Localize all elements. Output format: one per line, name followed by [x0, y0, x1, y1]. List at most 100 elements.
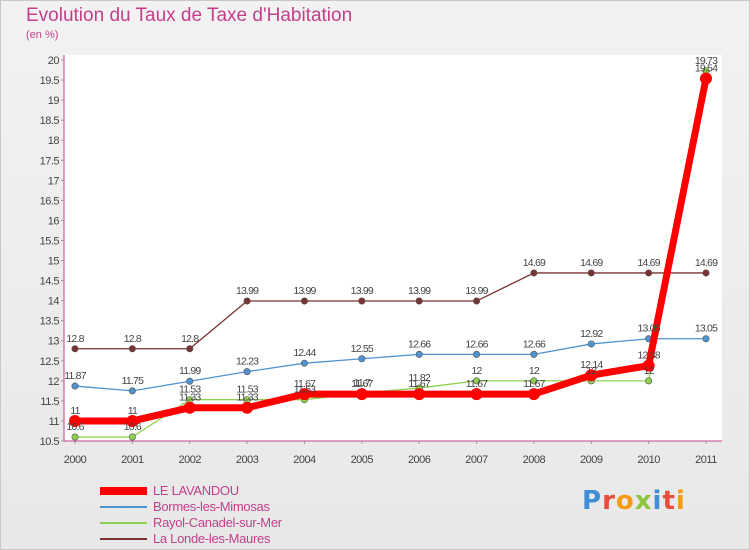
data-point [71, 345, 79, 353]
y-tick-label: 17.5 [40, 155, 60, 167]
brand-letter: r [602, 486, 616, 516]
data-label: 11.53 [179, 384, 201, 396]
y-tick-label: 19 [48, 95, 60, 107]
brand-logo: Proxiti [582, 486, 686, 516]
data-point [415, 350, 423, 358]
data-label: 14.69 [580, 257, 603, 269]
x-tick-label: 2007 [465, 454, 488, 466]
x-tick-label: 2000 [64, 454, 87, 466]
legend-swatch-le-lavandou [100, 487, 147, 495]
y-tick-label: 11.5 [40, 396, 59, 408]
y-tick-label: 18 [48, 135, 60, 147]
data-label: 11.33 [236, 392, 258, 404]
data-label: 11.87 [64, 370, 86, 382]
data-label: 12.38 [637, 350, 660, 362]
legend-label-la-londe-les-maures: La Londe-les-Maures [153, 531, 271, 546]
series-line [71, 74, 710, 425]
data-point [243, 368, 251, 376]
brand-letter: x [634, 486, 653, 516]
y-tick-label: 11 [49, 416, 60, 428]
data-point [645, 377, 653, 385]
data-point [298, 388, 311, 401]
y-tick-label: 18.5 [40, 115, 60, 127]
data-label: 11.67 [408, 378, 430, 390]
y-tick-label: 13 [48, 336, 60, 348]
y-tick-label: 16 [48, 215, 60, 227]
data-label: 12.44 [293, 347, 316, 359]
data-point [71, 382, 79, 390]
legend-label-le-lavandou: LE LAVANDOU [153, 483, 239, 498]
data-label: 13.99 [351, 285, 374, 297]
data-point [702, 335, 710, 343]
data-label: 12.66 [465, 338, 488, 350]
data-point [355, 388, 368, 401]
series-line [74, 338, 707, 392]
data-label: 13.99 [236, 285, 259, 297]
data-label: 14.69 [637, 257, 660, 269]
y-tick-label: 16.5 [40, 195, 60, 207]
data-label: 11.53 [294, 384, 316, 396]
data-label: 11 [70, 405, 80, 417]
y-tick-label: 17 [48, 175, 60, 187]
data-point [470, 388, 483, 401]
data-point [126, 414, 139, 427]
data-point [700, 72, 712, 85]
x-tick-label: 2011 [695, 454, 717, 466]
data-label: 13.99 [408, 285, 431, 297]
data-label: 11.67 [351, 378, 373, 390]
x-tick-label: 2003 [236, 454, 259, 466]
series-line [74, 272, 707, 350]
data-point [358, 355, 366, 363]
data-point [71, 433, 79, 441]
data-label: 11.33 [179, 392, 201, 404]
data-point [241, 401, 254, 414]
data-label: 11.67 [523, 378, 545, 390]
data-point [300, 359, 308, 367]
data-point [186, 377, 194, 385]
data-label: 14.69 [523, 257, 546, 269]
data-label: 11.67 [466, 378, 488, 390]
y-tick-label: 15 [48, 256, 60, 268]
data-point [530, 377, 538, 385]
brand-letter: P [582, 486, 603, 516]
data-label: 11.99 [179, 365, 201, 377]
data-label: 13.99 [465, 285, 488, 297]
x-tick-label: 2004 [293, 454, 316, 466]
data-label: 12.8 [66, 333, 84, 345]
y-tick-label: 12 [48, 376, 60, 388]
data-point [358, 297, 366, 305]
data-label: 10.6 [66, 421, 84, 433]
data-label: 12 [529, 365, 540, 377]
x-tick-label: 2005 [351, 454, 374, 466]
data-label: 12.66 [408, 338, 431, 350]
data-point [243, 297, 251, 305]
data-point [645, 269, 653, 277]
y-tick-label: 13.5 [40, 316, 60, 328]
brand-letter: i [652, 486, 663, 516]
y-tick-label: 15.5 [40, 235, 60, 247]
data-point [413, 388, 426, 401]
data-label: 13.05 [695, 323, 718, 335]
data-point [300, 297, 308, 305]
data-label: 12.8 [181, 333, 199, 345]
data-label: 12 [644, 365, 655, 377]
data-label: 12.14 [580, 359, 603, 371]
data-point [69, 414, 81, 427]
brand-letter: t [662, 486, 676, 516]
brand-letter: i [675, 486, 686, 516]
x-tick-label: 2001 [121, 454, 144, 466]
y-tick-label: 10.5 [40, 436, 60, 448]
y-tick-label: 14 [48, 296, 60, 308]
data-label: 11.53 [236, 384, 258, 396]
data-point [473, 350, 481, 358]
data-label: 12.8 [124, 333, 142, 345]
data-point [587, 340, 595, 348]
data-point [473, 377, 481, 385]
data-point [585, 369, 598, 382]
x-tick-label: 2008 [523, 454, 546, 466]
data-point [183, 401, 196, 414]
data-point [128, 433, 136, 441]
data-point [186, 345, 194, 353]
data-label: 12 [586, 365, 597, 377]
